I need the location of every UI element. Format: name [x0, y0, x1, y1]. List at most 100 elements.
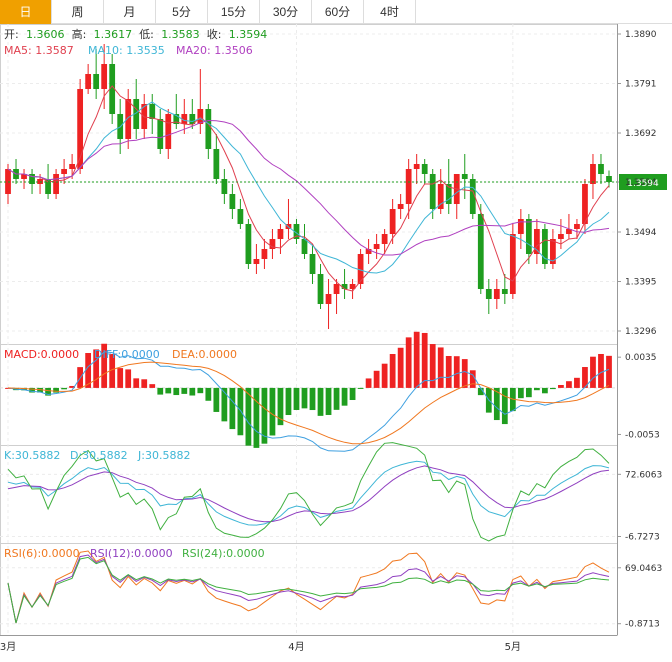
- macd-bar: [574, 377, 580, 388]
- macd-bar: [582, 367, 588, 388]
- macd-tick-label: 0.0035: [625, 353, 657, 363]
- candle-body: [357, 254, 364, 284]
- candle-body: [493, 289, 500, 299]
- diff-legend: DIFF:0.0000: [94, 348, 160, 361]
- candle-body: [29, 174, 35, 184]
- tab-5min[interactable]: 5分: [156, 0, 208, 24]
- ma20-legend: MA20: 1.3506: [176, 44, 253, 57]
- macd-bar: [381, 363, 388, 388]
- candle-body: [133, 99, 140, 129]
- macd-bar: [550, 387, 556, 390]
- candle-body: [61, 169, 67, 174]
- macd-bar: [437, 347, 444, 388]
- candlestick-chart[interactable]: 1.3890 1.3791 1.3692 1.3594 1.3494 1.3395 1.32…: [0, 24, 672, 662]
- price-tick-label: 1.3395: [625, 278, 657, 288]
- tab-60min[interactable]: 60分: [312, 0, 364, 24]
- macd-bar: [141, 379, 148, 388]
- macd-bar: [461, 359, 468, 388]
- ohlc-legend: 1.3617: [94, 28, 133, 41]
- macd-bar: [165, 387, 172, 394]
- price-tick-label: 1.3791: [625, 80, 657, 90]
- tab-15min[interactable]: 15分: [208, 0, 260, 24]
- candle-body: [445, 184, 452, 204]
- candle-body: [221, 179, 228, 194]
- candle-body: [381, 234, 388, 244]
- macd-bar: [93, 349, 100, 388]
- panel-frame-main: [0, 24, 618, 345]
- candle-body: [293, 224, 300, 239]
- macd-bar: [477, 387, 484, 396]
- k-legend: K:30.5882: [4, 449, 60, 462]
- macd-bar: [469, 370, 476, 388]
- candle-body: [582, 184, 588, 224]
- macd-bar: [293, 387, 300, 410]
- macd-bar: [261, 387, 268, 444]
- macd-bar: [357, 387, 364, 389]
- ma20-line: [7, 119, 610, 256]
- ohlc-legend: 1.3594: [229, 28, 267, 41]
- candle-body: [53, 174, 59, 194]
- macd-bar: [29, 387, 35, 393]
- macd-bar: [45, 387, 51, 396]
- candle-body: [341, 284, 348, 289]
- candle-body: [325, 294, 332, 304]
- ma5-line: [7, 85, 610, 292]
- macd-bar: [69, 385, 75, 388]
- macd-bar: [517, 387, 524, 399]
- tab-30min[interactable]: 30分: [260, 0, 312, 24]
- d-legend: D:30.5882: [70, 449, 128, 462]
- rsi12-legend: RSI(12):0.0000: [90, 547, 173, 560]
- j-line: [7, 442, 610, 542]
- macd-bar: [301, 387, 308, 409]
- candle-body: [157, 119, 164, 149]
- tab-4hour[interactable]: 4时: [364, 0, 416, 24]
- candle-body: [125, 99, 132, 139]
- candle-body: [85, 74, 92, 89]
- candle-body: [189, 114, 196, 124]
- macd-bar: [5, 387, 11, 389]
- candle-body: [173, 114, 180, 124]
- macd-bar: [213, 387, 220, 412]
- macd-bar: [421, 332, 428, 388]
- candle-body: [109, 64, 116, 114]
- macd-bar: [397, 347, 404, 388]
- candle-body: [245, 224, 252, 264]
- candle-body: [397, 204, 404, 209]
- candle-body: [269, 239, 276, 249]
- macd-bar: [598, 353, 604, 388]
- price-tick-label: 1.3296: [625, 327, 657, 337]
- macd-bar: [341, 387, 348, 406]
- tab-day[interactable]: 日: [0, 0, 52, 24]
- macd-bar: [221, 387, 228, 422]
- candle-body: [550, 239, 556, 264]
- candle-body: [574, 224, 580, 229]
- ohlc-legend: 1.3583: [161, 28, 200, 41]
- candle-body: [429, 174, 436, 209]
- diff-line: [7, 351, 610, 452]
- time-axis-label: 3月: [0, 641, 16, 653]
- macd-bar: [309, 387, 316, 411]
- macd-bar: [197, 387, 204, 394]
- candle-body: [317, 274, 324, 304]
- candle-body: [461, 174, 468, 179]
- candle-body: [405, 169, 412, 204]
- macd-bar: [429, 344, 436, 388]
- macd-bar: [85, 353, 92, 388]
- rsi24-legend: RSI(24):0.0000: [182, 547, 265, 560]
- macd-bar: [189, 387, 196, 396]
- chart-labels: 1.3890 1.3791 1.3692 1.3594 1.3494 1.3395 1.32…: [0, 27, 662, 653]
- macd-bar: [133, 378, 140, 388]
- candle-body: [93, 74, 100, 89]
- price-tick-label: 1.3594: [625, 178, 657, 188]
- candle-body: [485, 289, 492, 299]
- candle-body: [509, 234, 516, 294]
- ohlc-legend: 1.3606: [26, 28, 65, 41]
- tab-week[interactable]: 周: [52, 0, 104, 24]
- ma10-line: [7, 101, 610, 274]
- tab-month[interactable]: 月: [104, 0, 156, 24]
- ohlc-legend: 低:: [139, 28, 154, 41]
- candle-body: [69, 164, 75, 169]
- candle-body: [517, 219, 524, 234]
- macd-bar: [493, 387, 500, 421]
- candle-body: [558, 234, 564, 239]
